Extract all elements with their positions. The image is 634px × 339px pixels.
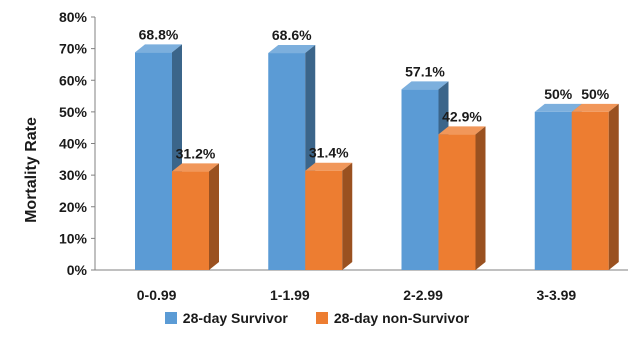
bar <box>172 163 219 270</box>
data-label: 31.4% <box>309 145 349 161</box>
bar-front <box>571 111 609 270</box>
y-axis-label: Mortality Rate <box>23 117 40 223</box>
bar-side <box>209 163 219 270</box>
data-label: 57.1% <box>405 63 445 79</box>
bar-front <box>401 89 439 270</box>
bar-front <box>438 134 476 270</box>
legend-label-survivor: 28-day Survivor <box>182 310 288 326</box>
x-tick-label: 2-2.99 <box>403 287 443 303</box>
bar-front <box>534 111 572 270</box>
bar-side <box>608 103 619 270</box>
bar-top <box>172 163 219 172</box>
data-label: 50% <box>544 86 573 102</box>
data-labels: 68.8% 31.2% 68.6% 31.4% 57.1% 42.9% 50% 50% <box>139 26 610 161</box>
y-tick-label: 20% <box>59 199 88 215</box>
bar-top <box>401 81 449 90</box>
y-tick-label: 80% <box>59 9 88 25</box>
bar-top <box>534 103 582 112</box>
x-tick-label: 0-0.99 <box>137 287 177 303</box>
y-tick-label: 70% <box>59 41 88 57</box>
bar <box>135 44 182 270</box>
y-tick-label: 60% <box>59 72 88 88</box>
bar-top <box>438 126 486 135</box>
x-tick-label: 1-1.99 <box>270 287 310 303</box>
bar <box>438 126 486 270</box>
bar-front <box>172 171 209 270</box>
legend-swatch-survivor <box>164 312 177 324</box>
bar-top <box>268 45 316 54</box>
bar <box>571 103 619 270</box>
legend: 28-day Survivor 28-day non-Survivor <box>0 310 634 326</box>
bar-side <box>475 126 486 270</box>
data-label: 68.8% <box>139 26 179 42</box>
y-tick-label: 40% <box>59 136 88 152</box>
bar-front <box>268 53 306 270</box>
bar-front <box>305 170 343 270</box>
bar <box>305 162 353 270</box>
data-label: 50% <box>581 86 610 102</box>
bar-top <box>135 44 182 53</box>
data-label: 68.6% <box>272 27 312 43</box>
legend-label-non-survivor: 28-day non-Survivor <box>333 310 470 326</box>
y-tick-labels: 0% 10% 20% 30% 40% 50% 60% 70% 80% <box>59 9 88 278</box>
y-tick-label: 30% <box>59 167 88 183</box>
x-tick-labels: 0-0.99 1-1.99 2-2.99 3-3.99 <box>137 287 577 303</box>
bars <box>135 44 619 270</box>
legend-item-survivor: 28-day Survivor <box>164 310 288 326</box>
x-tick-label: 3-3.99 <box>537 287 577 303</box>
bar-top <box>571 103 619 112</box>
data-label: 31.2% <box>176 145 216 161</box>
legend-swatch-non-survivor <box>315 312 328 324</box>
y-tick-label: 0% <box>67 262 88 278</box>
bar-top <box>305 162 353 171</box>
bar-side <box>342 162 353 270</box>
data-label: 42.9% <box>442 108 482 124</box>
bar-front <box>135 52 172 270</box>
y-tick-label: 50% <box>59 104 88 120</box>
y-tick-label: 10% <box>59 230 88 246</box>
legend-item-non-survivor: 28-day non-Survivor <box>315 310 470 326</box>
